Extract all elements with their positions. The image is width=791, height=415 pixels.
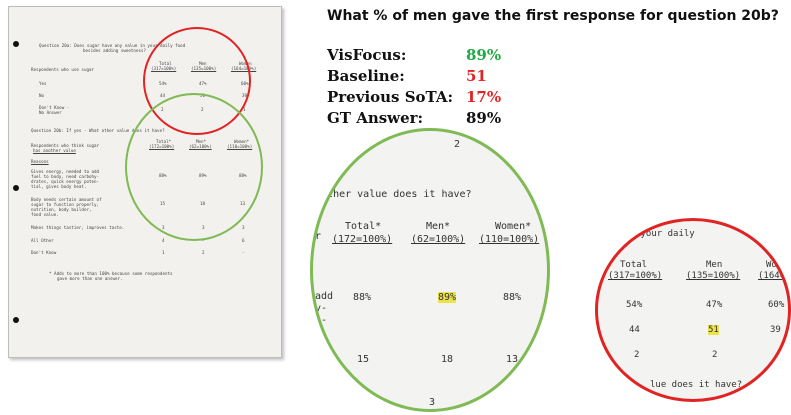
answer-value: 17% bbox=[466, 88, 502, 106]
zoom-page-number: 2 bbox=[454, 139, 461, 150]
zoom-head-men: Men bbox=[706, 260, 723, 270]
zoom-left-fragment: add bbox=[315, 291, 334, 302]
answer-value: 89% bbox=[466, 109, 502, 127]
zoom-head-men: Men* bbox=[426, 221, 451, 232]
doc-row-dk2: No Answer bbox=[39, 110, 62, 115]
zoom-head-men-n: (62=100%) bbox=[411, 234, 466, 245]
doc-reasons: Reasons bbox=[31, 159, 49, 164]
doc-q20a-cont: besides adding sweetness? bbox=[83, 48, 147, 53]
red-zoom-view: ue in your daily ness? Total (317=100%) … bbox=[595, 218, 791, 402]
zoom-r1-total: 88% bbox=[353, 292, 372, 303]
zoom-head-men-n: (135=100%) bbox=[686, 271, 741, 281]
answer-value: 89% bbox=[466, 46, 502, 64]
doc-r5-women: - bbox=[242, 250, 245, 255]
zoom-r1-women: 60% bbox=[768, 300, 785, 310]
zoom-r2-men: 18 bbox=[441, 354, 454, 365]
zoom-head-total: Total bbox=[620, 260, 648, 270]
doc-r1-line: Gives energy, needed to add bbox=[31, 169, 100, 174]
doc-r5-total: 1 bbox=[162, 250, 165, 255]
zoom-head-total-n: (317=100%) bbox=[608, 271, 663, 281]
doc-r1-line: fuel to body, need carbohy- bbox=[31, 174, 100, 179]
zoom-left-fragment: f bbox=[311, 354, 318, 365]
zoom-r1-total: 54% bbox=[626, 300, 643, 310]
doc-r1-line: drates, quick energy poten- bbox=[31, 179, 100, 184]
doc-r4: All Other bbox=[31, 238, 54, 243]
doc-r5-men: 2 bbox=[202, 250, 205, 255]
answer-label: VisFocus: bbox=[327, 46, 407, 64]
zoom-r3-total: 2 bbox=[634, 350, 640, 360]
green-focus-circle bbox=[125, 93, 263, 241]
doc-r3-women: 3 bbox=[242, 225, 245, 230]
zoom-r1-men-highlight: 89% bbox=[438, 292, 457, 303]
doc-q20a: Question 20a: Does sugar have any value … bbox=[39, 43, 186, 48]
zoom-bottom-fragment: lue does it have? bbox=[650, 380, 743, 390]
doc-r2-line: sugar to function properly, bbox=[31, 202, 100, 207]
doc-dk-women: 1 bbox=[243, 107, 246, 112]
answer-label: GT Answer: bbox=[327, 109, 424, 127]
zoom-top-fragment: ness? bbox=[602, 240, 630, 250]
zoom-r1-men: 47% bbox=[706, 300, 723, 310]
doc-row-dk: Don't Know - bbox=[39, 105, 70, 110]
answer-label: Baseline: bbox=[327, 67, 405, 85]
doc-r4-men: - bbox=[202, 238, 205, 243]
zoom-r2-total: 44 bbox=[629, 325, 640, 335]
scanned-document: Question 20a: Does sugar have any value … bbox=[8, 6, 282, 358]
doc-resp-sugar: Respondents who use sugar bbox=[31, 67, 95, 72]
zoom-page-number: 3 bbox=[429, 397, 436, 408]
doc-r2-line: nutrition, body builder, bbox=[31, 207, 92, 212]
zoom-head-women-n: (164= bbox=[758, 271, 786, 281]
zoom-r2-total: 15 bbox=[357, 354, 370, 365]
doc-footnote: * Adds to more than 100% because some re… bbox=[49, 271, 173, 276]
zoom-question-fragment: t other value does it have? bbox=[310, 189, 472, 200]
doc-resp-think: Respondents who think sugar bbox=[31, 143, 100, 148]
zoom-r2-men-highlight: 51 bbox=[708, 325, 719, 335]
doc-r1-line: tial, gives body heat. bbox=[31, 184, 87, 189]
doc-r5: Don't Know bbox=[31, 250, 57, 255]
zoom-head-women: Wom bbox=[766, 260, 783, 270]
answer-label: Previous SoTA: bbox=[327, 88, 454, 106]
zoom-left-fragment: r bbox=[315, 231, 322, 242]
question-text: What % of men gave the first response fo… bbox=[327, 8, 779, 24]
zoom-r1-women: 88% bbox=[503, 292, 522, 303]
doc-r4-women: 6 bbox=[242, 238, 245, 243]
zoom-left-fragment: y- bbox=[315, 303, 328, 314]
zoom-top-fragment: ue in your daily bbox=[608, 229, 695, 239]
green-zoom-view: 2 t other value does it have? r Total* (… bbox=[310, 128, 550, 412]
doc-row-no: No bbox=[39, 93, 45, 98]
zoom-r2-women: 13 bbox=[506, 354, 519, 365]
zoom-head-women-n: (110=100%) bbox=[479, 234, 540, 245]
doc-r3: Makes things tastier, improves taste. bbox=[31, 225, 125, 230]
zoom-head-women: Women* bbox=[495, 221, 532, 232]
doc-r2-line: Body needs certain amount of bbox=[31, 197, 102, 202]
punch-hole bbox=[13, 317, 19, 323]
answer-value: 51 bbox=[466, 67, 487, 85]
doc-r4-total: 4 bbox=[162, 238, 165, 243]
zoom-r3-women: 1 bbox=[778, 350, 784, 360]
punch-hole bbox=[13, 185, 19, 191]
doc-r2-line: food value. bbox=[31, 212, 59, 217]
zoom-r2-women: 39 bbox=[770, 325, 781, 335]
doc-q20b: Question 20b: If yes - What other value … bbox=[31, 128, 165, 133]
zoom-head-total: Total* bbox=[345, 221, 382, 232]
zoom-head-total-n: (172=100%) bbox=[332, 234, 393, 245]
doc-footnote2: gave more than one answer. bbox=[57, 276, 123, 281]
zoom-left-fragment: n- bbox=[315, 315, 328, 326]
punch-hole bbox=[13, 41, 19, 47]
doc-row-yes: Yes bbox=[39, 81, 47, 86]
doc-resp-think2: has another value bbox=[33, 148, 76, 153]
zoom-r3-men: 2 bbox=[712, 350, 718, 360]
